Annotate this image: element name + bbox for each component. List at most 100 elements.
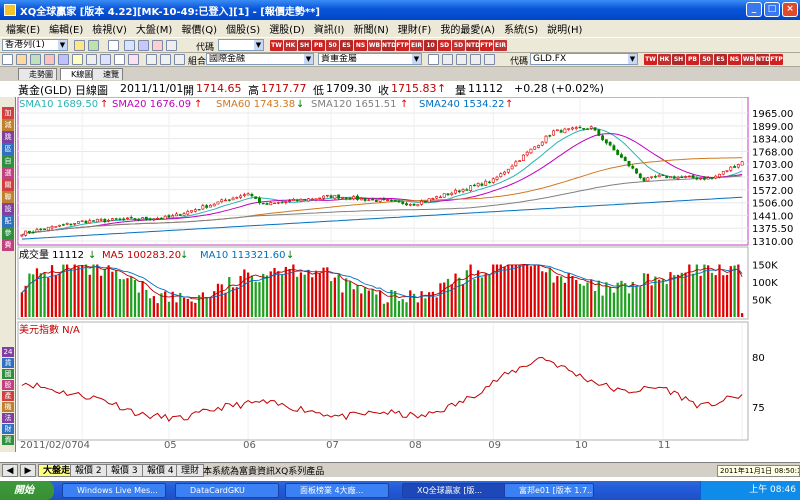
add-icon[interactable] bbox=[88, 40, 99, 51]
quick-icon-8[interactable]: NTD bbox=[382, 40, 397, 51]
zoom-icon[interactable] bbox=[72, 54, 83, 65]
left-button-7[interactable]: 聯 bbox=[2, 191, 14, 203]
quick-icon-0[interactable]: TW bbox=[270, 40, 283, 51]
task-button-2[interactable]: 面板榜業 4大廠... bbox=[285, 483, 389, 498]
side-button-5[interactable]: 機 bbox=[2, 402, 14, 412]
quick-icon-7[interactable]: WB bbox=[742, 54, 755, 65]
sheet-tab-quote2[interactable]: 報價 2 bbox=[70, 464, 107, 477]
quick-icon-4[interactable]: 50 bbox=[700, 54, 713, 65]
left-button-3[interactable]: 區 bbox=[2, 143, 14, 155]
left-button-6[interactable]: 關 bbox=[2, 179, 14, 191]
close-button[interactable]: × bbox=[782, 2, 798, 17]
left-button-4[interactable]: 自 bbox=[2, 155, 14, 167]
quick-icon-0[interactable]: TW bbox=[644, 54, 657, 65]
left-button-8[interactable]: 設 bbox=[2, 203, 14, 215]
menu-item-2[interactable]: 檢視(V) bbox=[92, 25, 127, 36]
maximize-button[interactable]: □ bbox=[764, 2, 780, 17]
task-button-4[interactable]: 富邦e01 [版本 1.7... bbox=[504, 483, 594, 498]
doc-icon[interactable] bbox=[108, 40, 119, 51]
quick-icon-6[interactable]: NS bbox=[728, 54, 741, 65]
quick-icon-5[interactable]: ES bbox=[340, 40, 353, 51]
menu-item-0[interactable]: 檔案(E) bbox=[6, 25, 41, 36]
home-icon[interactable] bbox=[100, 54, 111, 65]
quick-icon-6[interactable]: NS bbox=[354, 40, 367, 51]
sheet-tab-quote4[interactable]: 報價 4 bbox=[142, 464, 179, 477]
chart-icon[interactable] bbox=[16, 54, 27, 65]
sort-icon-2[interactable] bbox=[442, 54, 453, 65]
code-input[interactable]: ▼ bbox=[218, 39, 264, 51]
table-icon[interactable] bbox=[30, 54, 41, 65]
left-button-0[interactable]: 加 bbox=[2, 107, 14, 119]
menu-item-5[interactable]: 個股(S) bbox=[226, 25, 261, 36]
quick-icon-8[interactable]: NTD bbox=[756, 54, 771, 65]
quick-icon-2[interactable]: SH bbox=[298, 40, 311, 51]
menu-item-10[interactable]: 我的最愛(A) bbox=[440, 25, 495, 36]
side-button-6[interactable]: 法 bbox=[2, 413, 14, 423]
symbol-input[interactable]: GLD.FX ▼ bbox=[530, 53, 638, 65]
quick-icon-3[interactable]: PB bbox=[686, 54, 699, 65]
sort-icon-4[interactable] bbox=[470, 54, 481, 65]
tab-intraday[interactable]: 走勢圖 bbox=[18, 68, 57, 80]
scroll-right-button[interactable]: ▶ bbox=[20, 464, 36, 477]
quick-icon-16[interactable]: EIR bbox=[494, 40, 507, 51]
minimize-button[interactable]: _ bbox=[746, 2, 762, 17]
task-button-3[interactable]: XQ全球贏家 [版... bbox=[402, 483, 506, 498]
quick-icon-13[interactable]: 5D bbox=[452, 40, 465, 51]
menu-item-12[interactable]: 說明(H) bbox=[547, 25, 583, 36]
blank-icon-3[interactable] bbox=[174, 54, 185, 65]
sort-icon-5[interactable] bbox=[484, 54, 495, 65]
left-button-9[interactable]: 配 bbox=[2, 215, 14, 227]
task-button-1[interactable]: DataCardGKU bbox=[175, 483, 279, 498]
menu-item-1[interactable]: 編輯(E) bbox=[49, 25, 84, 36]
side-button-1[interactable]: 貨 bbox=[2, 358, 14, 368]
sort-icon[interactable] bbox=[428, 54, 439, 65]
forward-icon[interactable] bbox=[152, 40, 163, 51]
side-button-8[interactable]: 資 bbox=[2, 435, 14, 445]
side-button-7[interactable]: 財 bbox=[2, 424, 14, 434]
back-icon[interactable] bbox=[138, 40, 149, 51]
tab-overview[interactable]: 速覽 bbox=[92, 68, 123, 80]
arrow-right-icon[interactable] bbox=[58, 54, 69, 65]
menu-item-11[interactable]: 系統(S) bbox=[503, 25, 539, 36]
pen-icon[interactable] bbox=[128, 54, 139, 65]
side-button-3[interactable]: 股 bbox=[2, 380, 14, 390]
blank-icon[interactable] bbox=[146, 54, 157, 65]
arrow-left-icon[interactable] bbox=[44, 54, 55, 65]
grid-icon[interactable] bbox=[114, 54, 125, 65]
quick-icon-7[interactable]: WB bbox=[368, 40, 381, 51]
scroll-left-button[interactable]: ◀ bbox=[2, 464, 18, 477]
side-button-0[interactable]: 24 bbox=[2, 347, 14, 357]
quick-icon-4[interactable]: 50 bbox=[326, 40, 339, 51]
sheet-tab-finance[interactable]: 理財 bbox=[176, 464, 205, 477]
quick-icon-9[interactable]: FTP bbox=[396, 40, 409, 51]
quick-icon-1[interactable]: HK bbox=[658, 54, 671, 65]
quick-icon-12[interactable]: SD bbox=[438, 40, 451, 51]
quick-icon-15[interactable]: FTP bbox=[480, 40, 493, 51]
quick-icon-9[interactable]: FTP bbox=[770, 54, 783, 65]
tab-kline[interactable]: K線圖 bbox=[60, 68, 97, 80]
side-button-4[interactable]: 產 bbox=[2, 391, 14, 401]
layout-icon[interactable] bbox=[2, 54, 13, 65]
left-button-5[interactable]: 選 bbox=[2, 167, 14, 179]
side-button-2[interactable]: 國 bbox=[2, 369, 14, 379]
menu-item-7[interactable]: 資訊(I) bbox=[313, 25, 345, 36]
commodity-select[interactable]: 貴重金屬 ▼ bbox=[318, 53, 422, 65]
print-icon[interactable] bbox=[124, 40, 135, 51]
quick-icon-5[interactable]: ES bbox=[714, 54, 727, 65]
start-button[interactable]: 開始 bbox=[0, 481, 54, 500]
menu-item-8[interactable]: 新聞(N) bbox=[353, 25, 389, 36]
quick-icon-11[interactable]: 10 bbox=[424, 40, 437, 51]
quick-icon-10[interactable]: EIR bbox=[410, 40, 423, 51]
group-select[interactable]: 香港列(1) ▼ bbox=[2, 39, 68, 51]
task-button-0[interactable]: Windows Live Mes... bbox=[62, 483, 166, 498]
quick-icon-2[interactable]: SH bbox=[672, 54, 685, 65]
left-button-10[interactable]: 參 bbox=[2, 227, 14, 239]
menu-item-4[interactable]: 報價(Q) bbox=[181, 25, 218, 36]
left-button-2[interactable]: 跳 bbox=[2, 131, 14, 143]
folder-icon[interactable] bbox=[74, 40, 85, 51]
sort-icon-3[interactable] bbox=[456, 54, 467, 65]
sheet-tab-quote3[interactable]: 報價 3 bbox=[106, 464, 143, 477]
left-button-11[interactable]: 費 bbox=[2, 239, 14, 251]
quick-icon-1[interactable]: HK bbox=[284, 40, 297, 51]
